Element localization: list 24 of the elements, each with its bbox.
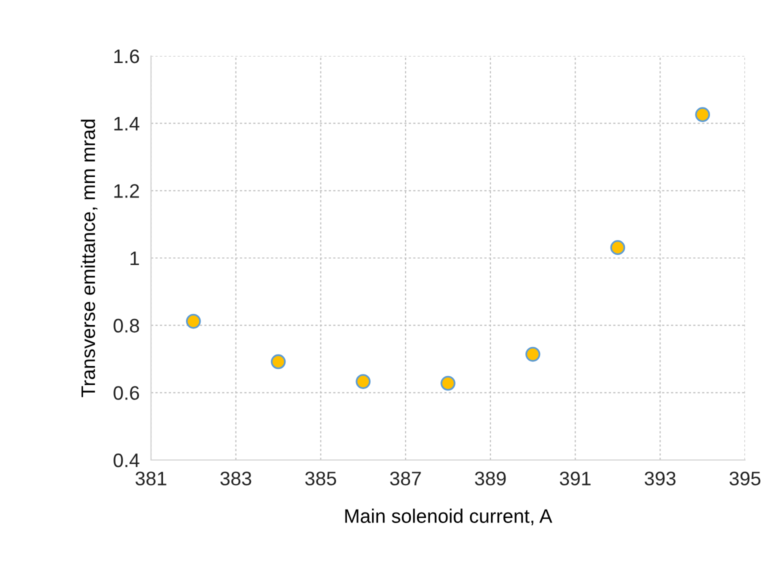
point bbox=[356, 374, 371, 389]
y-tick-label: 1.2 bbox=[114, 184, 139, 198]
y-tick-label: 0.4 bbox=[114, 453, 140, 468]
x-tick-label: 387 bbox=[390, 472, 421, 486]
y-tick-label: 1 bbox=[130, 252, 139, 266]
point bbox=[440, 376, 456, 391]
point bbox=[610, 240, 626, 255]
x-tick-label: 393 bbox=[644, 472, 676, 486]
point bbox=[695, 107, 710, 122]
point bbox=[525, 346, 540, 362]
x-tick-label: 383 bbox=[220, 472, 252, 486]
x-tick-label: 381 bbox=[136, 472, 166, 486]
y-tick-label: 0.6 bbox=[114, 386, 140, 400]
y-tick-label: 1.4 bbox=[114, 117, 140, 130]
x-axis-title: Main solenoid current, A bbox=[345, 508, 552, 526]
y-axis-title: Transverse emittance, mm mrad bbox=[80, 120, 98, 398]
x-tick-label: 385 bbox=[305, 472, 336, 486]
x-tick-label: 391 bbox=[560, 472, 591, 486]
point bbox=[186, 314, 201, 329]
y-tick-label: 0.8 bbox=[114, 318, 140, 333]
x-tick-label: 395 bbox=[730, 472, 760, 486]
y-tick-label: 1.6 bbox=[114, 49, 140, 64]
point bbox=[270, 354, 286, 370]
x-tick-label: 389 bbox=[474, 472, 506, 486]
